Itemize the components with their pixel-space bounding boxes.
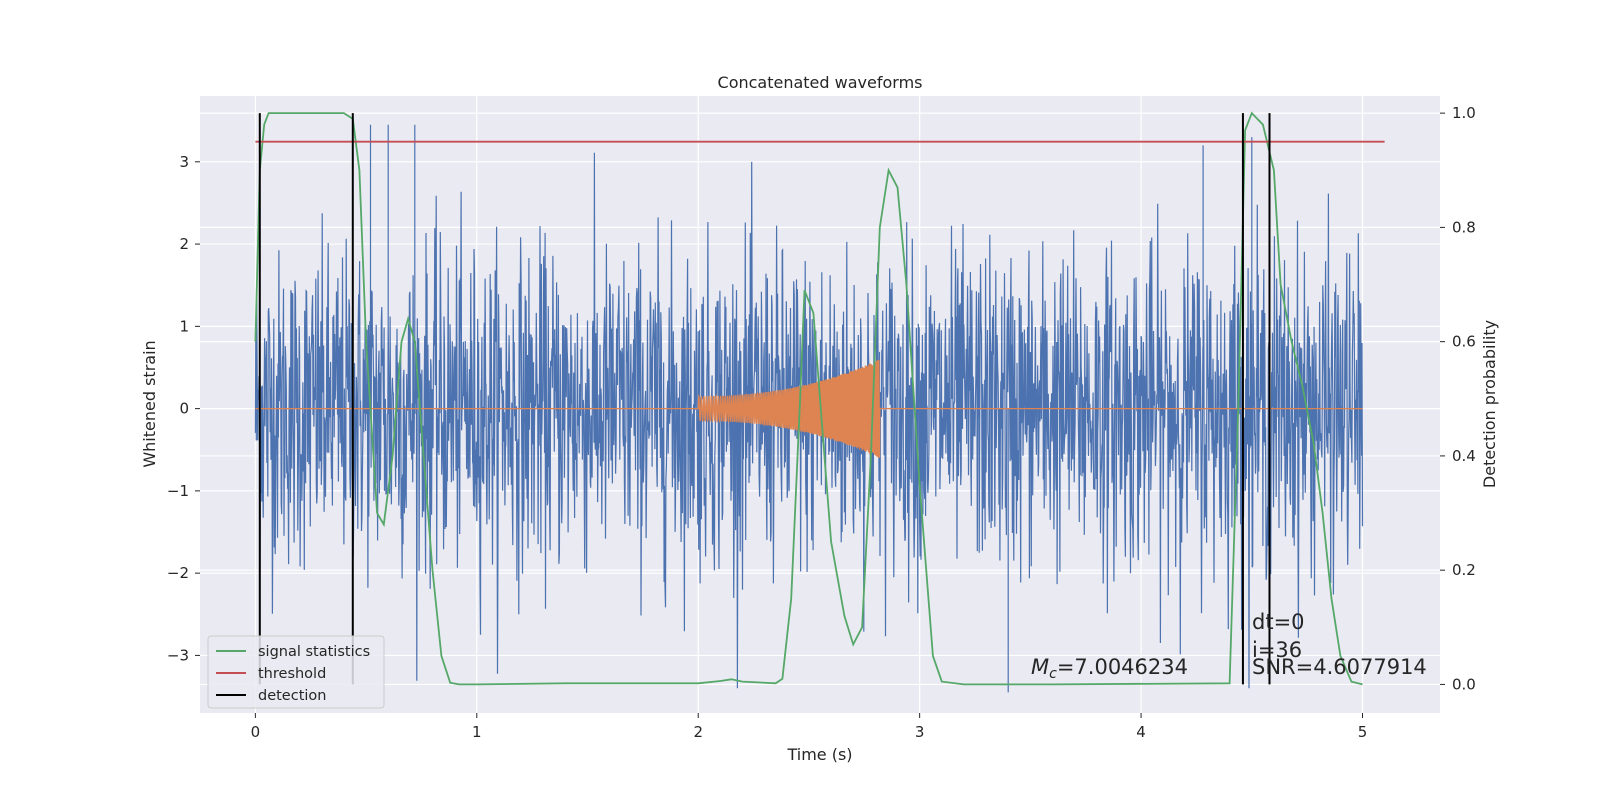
y-right-tick-label: 0.4 [1452,447,1476,465]
legend-frame [207,635,385,709]
legend: signal statistics threshold detection [207,635,385,709]
x-axis-label: Time (s) [786,745,852,764]
x-tick-label: 0 [251,723,261,741]
y-right-tick-label: 0.6 [1452,333,1476,351]
y-tick-label: 2 [179,235,189,253]
detection-lines [258,113,1271,685]
y-tick-label: 1 [179,317,189,335]
annotation-snr: SNR=4.6077914 [1252,655,1427,679]
y-right-tick-label: 1.0 [1452,104,1476,122]
annotation-chirp-mass: Mc=7.0046234 [1031,655,1188,682]
annotation-chirp-mass-symbol: M [1031,655,1049,679]
y-axis-label: Whitened strain [140,340,159,467]
y-right-tick-label: 0.2 [1452,561,1476,579]
strain-noise-line [254,124,1364,693]
legend-label-detection: detection [258,688,326,704]
y-right-tick-label: 0.0 [1452,675,1476,693]
statistics-series [254,111,1385,686]
x-tick-label: 2 [693,723,703,741]
annotation-dt: dt=0 [1252,610,1305,634]
axes: 0 1 2 3 4 5 −3 −2 −1 0 1 2 3 0.0 0.2 0.4 0.6 0.8 1.0 [167,104,1476,741]
y-tick-label: −2 [167,564,189,582]
y-axis-right-label: Detection probability [1480,320,1499,488]
annotations: dt=0 i=36 SNR=4.6077914 Mc=7.0046234 [1031,610,1427,682]
x-tick-label: 4 [1136,723,1146,741]
legend-label-signal-statistics: signal statistics [258,644,370,660]
annotation-chirp-mass-subscript: c [1049,666,1057,682]
annotation-chirp-mass-value: =7.0046234 [1057,655,1188,679]
signal-statistics-line [254,111,1363,686]
strain-noise-series [254,124,1364,693]
y-tick-label: 3 [179,153,189,171]
legend-label-threshold: threshold [258,666,326,682]
x-tick-label: 3 [915,723,925,741]
x-tick-label: 1 [472,723,482,741]
annotation-i: i=36 [1252,638,1302,662]
x-tick-label: 5 [1358,723,1368,741]
y-right-tick-label: 0.8 [1452,218,1476,236]
waveform-line [255,359,1363,458]
chart-title: Concatenated waveforms [718,73,923,92]
waveform-series [255,359,1363,458]
y-tick-label: −3 [167,646,189,664]
y-tick-label: −1 [167,482,189,500]
y-tick-label: 0 [179,400,189,418]
